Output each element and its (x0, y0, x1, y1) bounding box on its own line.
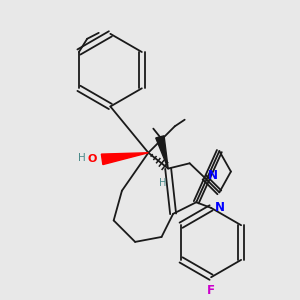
Text: N: N (215, 201, 225, 214)
Text: F: F (207, 284, 215, 298)
Text: N: N (208, 169, 218, 182)
Polygon shape (101, 153, 148, 165)
Polygon shape (156, 136, 168, 169)
Text: H: H (159, 178, 166, 188)
Text: H: H (78, 153, 86, 163)
Text: O: O (88, 154, 97, 164)
